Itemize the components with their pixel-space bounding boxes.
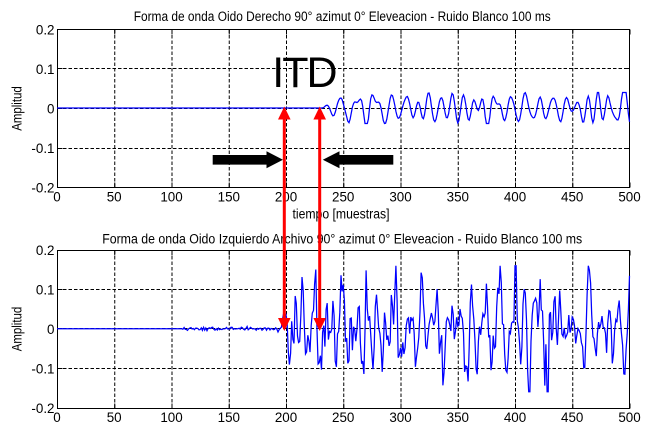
svg-text:0: 0 bbox=[53, 190, 60, 205]
svg-text:350: 350 bbox=[447, 190, 469, 205]
svg-text:250: 250 bbox=[332, 410, 354, 425]
svg-text:50: 50 bbox=[107, 190, 122, 205]
svg-text:100: 100 bbox=[160, 410, 182, 425]
svg-text:Amplitud: Amplitud bbox=[10, 307, 25, 352]
svg-text:0.1: 0.1 bbox=[36, 62, 55, 77]
svg-text:300: 300 bbox=[389, 190, 411, 205]
svg-text:250: 250 bbox=[332, 190, 354, 205]
svg-text:-0.1: -0.1 bbox=[31, 141, 54, 156]
svg-text:400: 400 bbox=[504, 190, 526, 205]
svg-text:500: 500 bbox=[618, 410, 640, 425]
svg-text:0.2: 0.2 bbox=[36, 243, 55, 258]
svg-text:200: 200 bbox=[275, 190, 297, 205]
svg-text:Amplitud: Amplitud bbox=[10, 86, 25, 131]
svg-text:tiempo [muestras]: tiempo [muestras] bbox=[293, 207, 390, 222]
svg-text:Forma de onda Oido Derecho 90°: Forma de onda Oido Derecho 90° azimut 0°… bbox=[134, 9, 551, 24]
svg-text:0: 0 bbox=[53, 410, 60, 425]
svg-text:0.1: 0.1 bbox=[36, 283, 55, 298]
svg-text:0: 0 bbox=[47, 322, 54, 337]
svg-text:ITD: ITD bbox=[272, 49, 335, 97]
svg-text:50: 50 bbox=[107, 410, 122, 425]
svg-text:450: 450 bbox=[561, 190, 583, 205]
svg-text:Forma de onda Oido Izquierdo A: Forma de onda Oido Izquierdo Archivo 90°… bbox=[102, 231, 582, 246]
svg-text:500: 500 bbox=[618, 190, 640, 205]
svg-text:-0.1: -0.1 bbox=[31, 362, 54, 377]
svg-text:150: 150 bbox=[218, 190, 240, 205]
svg-text:200: 200 bbox=[275, 410, 297, 425]
svg-text:0.2: 0.2 bbox=[36, 22, 55, 37]
svg-text:350: 350 bbox=[447, 410, 469, 425]
svg-text:0: 0 bbox=[47, 101, 54, 116]
svg-text:150: 150 bbox=[218, 410, 240, 425]
svg-text:-0.2: -0.2 bbox=[31, 401, 54, 416]
svg-text:400: 400 bbox=[504, 410, 526, 425]
svg-text:100: 100 bbox=[160, 190, 182, 205]
svg-text:450: 450 bbox=[561, 410, 583, 425]
svg-text:-0.2: -0.2 bbox=[31, 180, 54, 195]
svg-text:300: 300 bbox=[389, 410, 411, 425]
